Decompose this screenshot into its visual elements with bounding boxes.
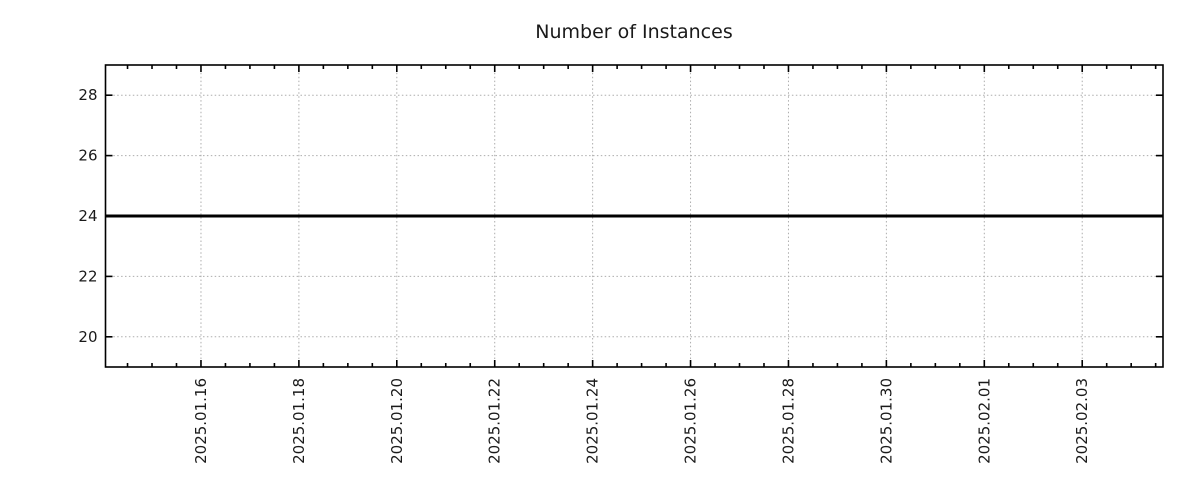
x-tick-label: 2025.01.26 [682, 378, 700, 464]
tick-labels: 20 22 24 26 28 2025.01.16 2025.01.18 2025.01.20… [78, 86, 1091, 464]
axes-and-ticks [104, 64, 1164, 368]
x-tick-label: 2025.01.16 [192, 378, 210, 464]
y-tick-label: 20 [78, 328, 97, 346]
x-tick-label: 2025.01.20 [388, 378, 406, 464]
x-tick-label: 2025.02.03 [1073, 378, 1091, 464]
y-tick-label: 22 [78, 267, 97, 285]
y-tick-label: 28 [78, 86, 97, 104]
x-tick-label: 2025.01.30 [877, 378, 895, 464]
y-tick-label: 26 [78, 147, 97, 165]
x-tick-label: 2025.01.22 [486, 378, 504, 464]
x-tick-label: 2025.02.01 [975, 378, 993, 464]
x-tick-label: 2025.01.24 [584, 378, 602, 464]
y-tick-label: 24 [78, 207, 97, 225]
x-tick-label: 2025.01.28 [779, 378, 797, 464]
chart-title: Number of Instances [535, 21, 732, 43]
x-tick-label: 2025.01.18 [290, 378, 308, 464]
